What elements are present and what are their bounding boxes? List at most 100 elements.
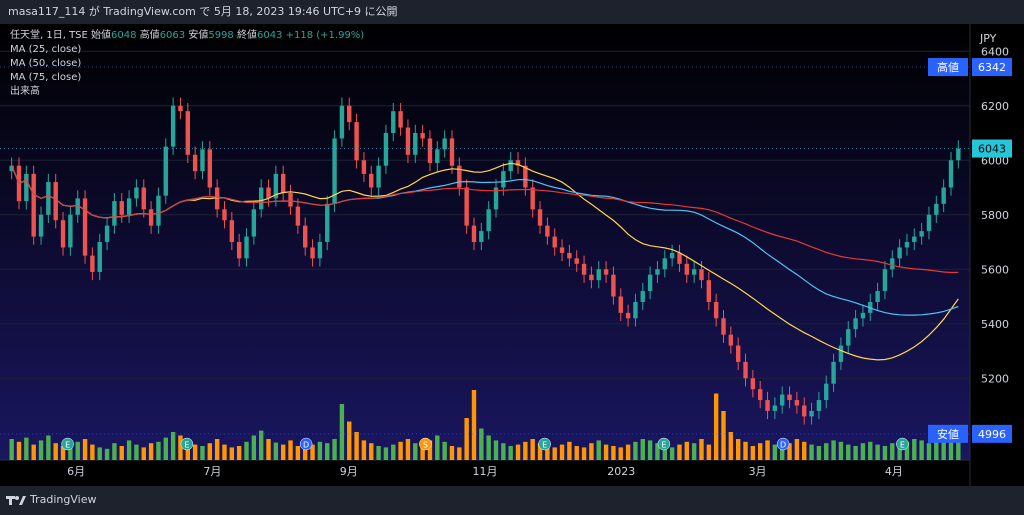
volume-bar <box>90 444 95 460</box>
volume-bar <box>354 432 359 460</box>
svg-text:D: D <box>780 441 786 450</box>
volume-bar <box>750 446 756 460</box>
volume-bar <box>912 439 917 460</box>
candle-body <box>912 236 917 242</box>
volume-bar <box>222 444 227 460</box>
ma25-legend[interactable]: MA (25, close) <box>10 44 82 55</box>
candlesticks <box>9 97 961 425</box>
candle-body <box>82 198 88 256</box>
candle-body <box>728 334 734 346</box>
currency-label: JPY <box>979 32 997 45</box>
plot-background <box>0 24 970 460</box>
open-label: 始値 <box>91 30 112 41</box>
volume-bar <box>244 441 249 460</box>
candle-body <box>104 225 110 242</box>
event-marker[interactable]: E <box>180 437 194 451</box>
candle-body <box>435 149 440 163</box>
event-marker[interactable]: D <box>776 437 790 451</box>
volume-bar <box>398 441 403 460</box>
candle-body <box>141 187 146 210</box>
candle-body <box>310 247 315 259</box>
candle-body <box>515 160 521 166</box>
volume-bar <box>655 443 660 460</box>
candle-body <box>809 410 814 417</box>
volume-bar <box>956 436 961 460</box>
volume-bar <box>258 430 264 460</box>
price-label: 安値 4996 <box>0 424 1012 443</box>
candle-body <box>236 242 242 259</box>
volume-bar <box>882 446 888 460</box>
candle-body <box>222 209 227 221</box>
candle-body <box>853 318 858 330</box>
candle-body <box>890 258 895 270</box>
svg-text:6043: 6043 <box>978 143 1006 156</box>
volume-bar <box>383 447 389 460</box>
event-marker[interactable]: E <box>657 437 671 451</box>
candle-body <box>192 154 198 172</box>
volume-bar <box>904 441 910 460</box>
candle-body <box>530 187 535 210</box>
candle-body <box>325 203 330 242</box>
candle-body <box>537 209 543 226</box>
candle-body <box>802 405 807 417</box>
time-tick-label: 9月 <box>340 465 358 478</box>
candle-body <box>383 133 389 166</box>
candle-body <box>361 160 367 174</box>
open-value: 6048 <box>111 30 137 41</box>
tradingview-logo-icon[interactable] <box>6 493 26 507</box>
ma50-legend[interactable]: MA (50, close) <box>10 58 82 69</box>
event-marker[interactable]: E <box>538 437 551 451</box>
volume-bar <box>192 444 198 460</box>
candle-body <box>126 198 132 215</box>
volume-bar <box>361 440 367 460</box>
footer-bar: TradingView <box>0 486 1024 515</box>
volume-bar <box>391 444 396 460</box>
ohlc-row: 任天堂, 1日, TSE 始値6048 高値6063 安値5998 終値6043… <box>10 29 364 43</box>
candle-body <box>926 214 932 232</box>
price-tick-label: 6200 <box>981 100 1009 113</box>
event-marker[interactable]: S <box>419 437 432 451</box>
candle-body <box>53 182 58 221</box>
candle-body <box>273 173 279 199</box>
tradingview-brand[interactable]: TradingView <box>30 493 97 506</box>
candle-body <box>148 209 154 226</box>
candle-body <box>603 269 609 275</box>
candle-body <box>838 345 844 362</box>
volume-bar <box>405 439 411 460</box>
low-label: 安値 <box>188 30 209 41</box>
high-value: 6063 <box>159 30 186 41</box>
event-marker[interactable]: D <box>299 437 313 451</box>
volume-bar <box>794 439 800 460</box>
volume-bar <box>596 440 601 460</box>
candle-body <box>824 383 829 401</box>
candle-body <box>280 173 286 193</box>
candle-body <box>486 209 491 232</box>
candle-body <box>677 252 682 264</box>
volume-bar <box>816 446 822 460</box>
candle-body <box>618 296 623 313</box>
volume-bar <box>846 444 851 460</box>
candle-body <box>567 252 572 259</box>
volume-bar <box>280 444 286 460</box>
candle-body <box>112 201 117 226</box>
candle-body <box>229 220 235 242</box>
time-tick-label: 3月 <box>749 465 767 478</box>
candle-body <box>934 203 939 215</box>
ma75-legend[interactable]: MA (75, close) <box>10 72 82 83</box>
volume-bar <box>413 443 418 460</box>
candle-body <box>90 255 95 272</box>
volume-bar <box>156 441 161 460</box>
volume-bar <box>200 446 205 460</box>
event-marker[interactable]: E <box>896 437 909 451</box>
candle-body <box>948 160 954 188</box>
volume-bar <box>75 441 80 460</box>
high-label: 高値 <box>139 30 160 41</box>
svg-text:4996: 4996 <box>978 428 1006 441</box>
volume-legend[interactable]: 出来高 <box>10 86 40 97</box>
volume-bar <box>780 447 785 460</box>
candle-body <box>317 242 323 259</box>
candle-body <box>501 171 506 188</box>
price-labels: 高値 6342 6043 安値 4996 <box>0 58 1012 443</box>
event-marker[interactable]: E <box>61 437 74 451</box>
